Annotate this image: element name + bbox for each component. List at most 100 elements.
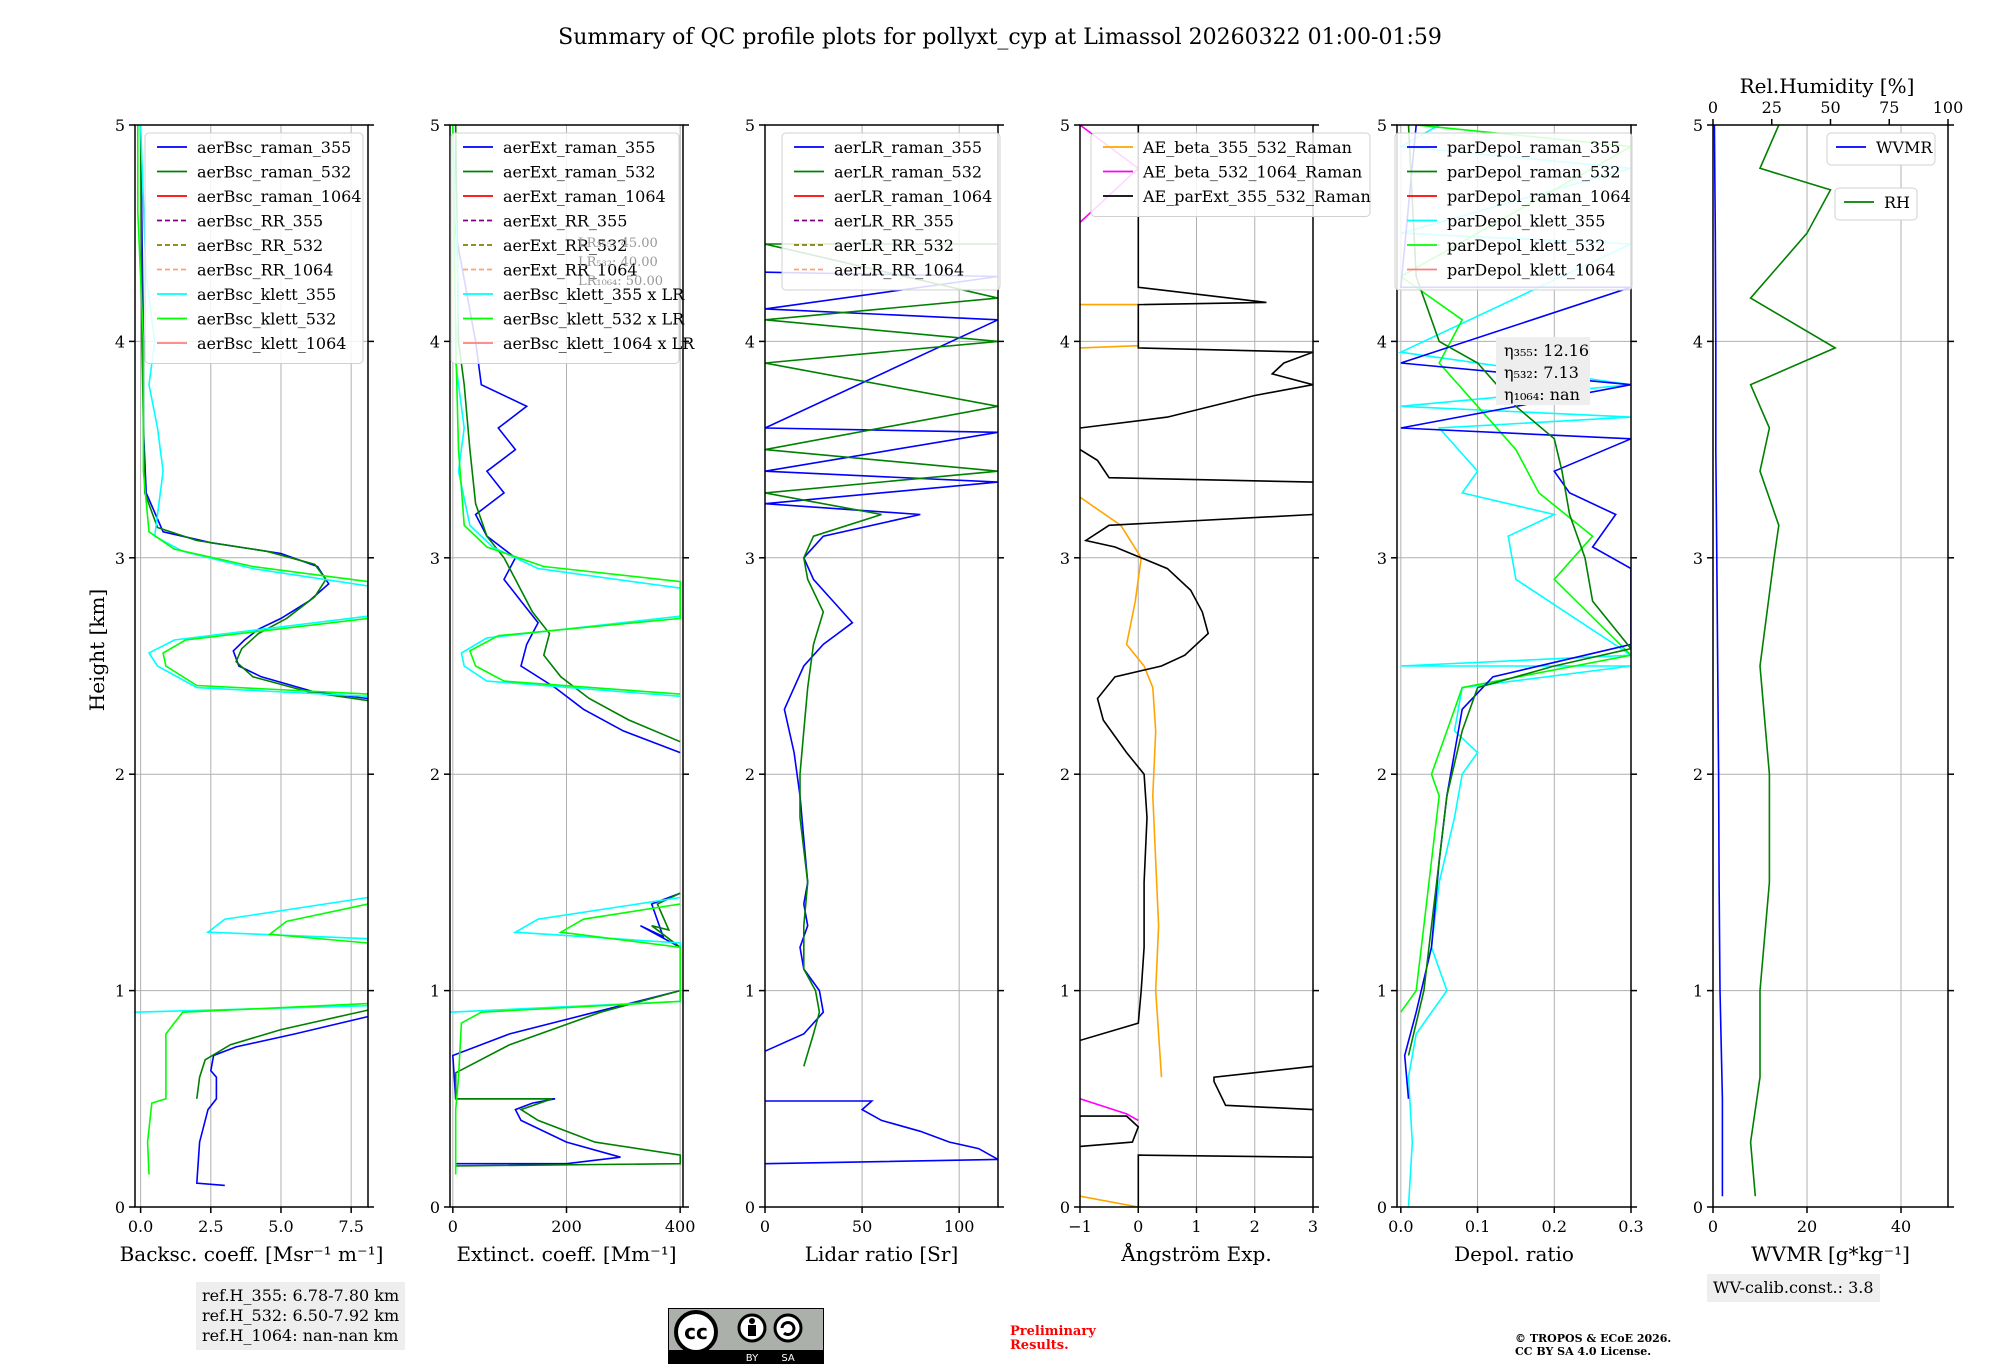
legend-box (450, 132, 680, 364)
y-tick-label: 2 (115, 765, 125, 784)
ref-height-355: ref.H_355: 6.78-7.80 km (202, 1286, 400, 1305)
by-mark: BY (746, 1353, 759, 1364)
y-tick-label: 1 (1693, 982, 1703, 1001)
legend-label: aerLR_raman_355 (834, 138, 982, 157)
y-tick-label: 4 (1693, 332, 1703, 351)
series-line-aerLR_raman_355 (765, 271, 998, 1052)
rh-tick-label: 75 (1879, 98, 1899, 117)
series-line-aerExt_klett_532 (454, 903, 681, 1175)
legend-label: aerLR_raman_1064 (834, 187, 992, 206)
legend-wv: WVMR RH (1826, 132, 1936, 221)
series-group (1713, 125, 1837, 1197)
series-line-RH (1749, 125, 1837, 1197)
series-line-AE_parExt_355_532_Raman_low (1080, 1115, 1140, 1148)
x-tick-label: 0 (760, 1217, 770, 1236)
y-tick-label: 3 (1377, 549, 1387, 568)
plot-frame (134, 124, 369, 1208)
figure-title: Summary of QC profile plots for pollyxt_… (558, 25, 1442, 50)
x-tick-label: −1 (1068, 1217, 1092, 1236)
copyright-line-1: © TROPOS & ECoE 2026. (1515, 1332, 1672, 1345)
panel-wv: 0 20 40 0 1 2 3 4 5 WVMR [g*kg⁻¹] WVMR RH (1693, 116, 1954, 1266)
panel-depol: 0.0 0.1 0.2 0.3 0 1 2 3 4 5 Depol. ratio parDepol_r… (1377, 116, 1644, 1266)
lr-annotation: LR₃₅₅: 45.00 (578, 236, 658, 251)
legend-label: parDepol_klett_1064 (1447, 261, 1616, 280)
preliminary-line-2: Results. (1010, 1338, 1069, 1353)
y-tick-label: 2 (1377, 765, 1387, 784)
series-line-aerExt_klett_355_high (452, 125, 681, 698)
x-tick-label: 2 (1250, 1217, 1260, 1236)
x-tick-label: 0.2 (1542, 1217, 1567, 1236)
y-tick-label: 2 (1693, 765, 1703, 784)
y-tick-label: 3 (1060, 549, 1070, 568)
y-tick-label: 0 (1060, 1198, 1070, 1217)
legend-bsc: aerBsc_raman_355 aerBsc_raman_532 aerBsc_r… (144, 132, 364, 364)
x-axis-label: Depol. ratio (1454, 1242, 1574, 1266)
x-tick-label: 50 (852, 1217, 872, 1236)
series-line-AE_beta_532_1064_Raman (1080, 1098, 1139, 1122)
reference-height-box: ref.H_355: 6.78-7.80 km ref.H_532: 6.50-… (196, 1282, 406, 1350)
series-line-aerBsc_klett_532_high (137, 125, 368, 695)
series-line-aerBsc_raman_532 (196, 1009, 368, 1099)
series-line-parDepol_klett_355 (1398, 125, 1631, 1207)
legend-label: aerBsc_klett_532 x LR (503, 310, 685, 329)
lr-annotation: LR₅₃₂: 40.00 (578, 255, 658, 270)
series-line-AE_parExt_355_532_Raman_top (1080, 125, 1313, 429)
series-line-AE_beta_355_532_Raman_low (1080, 1195, 1139, 1207)
series-line-aerExt_klett_355 (450, 896, 681, 1013)
x-tick-label: 0.0 (1388, 1217, 1413, 1236)
x-tick-label: 3 (1308, 1217, 1318, 1236)
x-axis-label: Lidar ratio [Sr] (805, 1242, 959, 1266)
cc-mark: cc (684, 1320, 708, 1344)
series-line-AE_beta_355_532_Raman (1080, 496, 1163, 1078)
y-tick-label: 2 (745, 765, 755, 784)
y-tick-label: 1 (1377, 982, 1387, 1001)
series-line-aerExt_raman_532_high (454, 125, 681, 743)
y-tick-label: 5 (115, 116, 125, 135)
series-group (765, 243, 998, 1165)
series-line-aerExt_klett_532_high (452, 125, 681, 695)
series-line-parDepol_klett_532 (1399, 125, 1631, 1013)
preliminary-line-1: Preliminary (1010, 1324, 1096, 1339)
series-line-aerExt_raman_532 (454, 989, 681, 1167)
legend-ext: aerExt_raman_355 aerExt_raman_532 aerExt_r… (450, 132, 695, 364)
y-tick-label: 1 (115, 982, 125, 1001)
y-tick-label: 3 (1693, 549, 1703, 568)
x-tick-label: 2.5 (198, 1217, 223, 1236)
series-line-aerBsc_raman_355 (195, 1015, 368, 1187)
x-axis-label: Extinct. coeff. [Mm⁻¹] (456, 1242, 676, 1266)
legend-label: aerBsc_klett_1064 x LR (503, 334, 695, 353)
plot-frame (764, 124, 999, 1208)
x-tick-label: 0 (1133, 1217, 1143, 1236)
cc-by-sa-logo: cc BY SA (667, 1307, 825, 1368)
legend-label: aerLR_RR_532 (834, 236, 954, 255)
rh-tick-label: 0 (1708, 98, 1718, 117)
legend-label: aerBsc_klett_532 (197, 310, 336, 329)
wv-calibration-box: WV-calib.const.: 3.8 (1707, 1274, 1880, 1302)
legend-label: aerBsc_RR_1064 (197, 261, 333, 280)
series-line-WVMR (1713, 125, 1724, 1197)
series-line-aerLR_raman_355_low (765, 1100, 998, 1165)
legend-label: aerBsc_RR_355 (197, 212, 323, 231)
y-tick-label: 5 (430, 116, 440, 135)
rh-tick-label: 100 (1933, 98, 1964, 117)
preliminary-note: Preliminary Results. (1010, 1325, 1096, 1353)
y-axis-label: Height [km] (85, 589, 109, 711)
plot-frame (1079, 124, 1314, 1208)
legend-box (1394, 132, 1633, 291)
x-tick-label: 0 (1708, 1217, 1718, 1236)
legend-label: aerLR_RR_1064 (834, 261, 964, 280)
series-line-aerBsc_klett_532 (146, 903, 368, 1175)
y-tick-label: 4 (430, 332, 440, 351)
legend-label: aerLR_RR_355 (834, 212, 954, 231)
x-tick-label: 0.3 (1618, 1217, 1643, 1236)
y-tick-label: 1 (1060, 982, 1070, 1001)
y-tick-label: 5 (1377, 116, 1387, 135)
ref-height-532: ref.H_532: 6.50-7.92 km (202, 1306, 400, 1325)
legend-label: aerExt_raman_1064 (503, 187, 666, 206)
series-line-aerLR_raman_532 (765, 243, 998, 1067)
y-tick-label: 0 (115, 1198, 125, 1217)
y-tick-label: 0 (1693, 1198, 1703, 1217)
legend-label: WVMR (1876, 138, 1933, 157)
y-tick-label: 0 (430, 1198, 440, 1217)
legend-label: AE_parExt_355_532_Raman (1142, 187, 1371, 206)
